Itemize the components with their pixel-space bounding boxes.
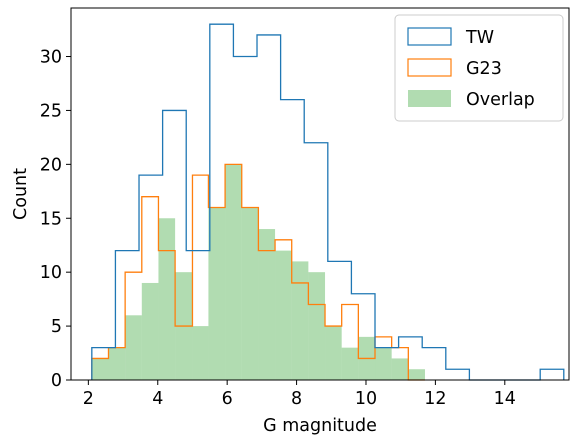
legend-swatch-g23 [407,58,452,77]
overlap-bar [408,369,425,380]
overlap-bar [375,347,392,380]
x-tick-label: 10 [355,389,377,409]
y-tick-label: 10 [40,263,62,283]
overlap-bar [91,358,109,380]
overlap-bar [341,347,359,380]
overlap-bar [158,218,176,380]
y-tick-label: 5 [51,317,62,337]
y-axis: 0 5 10 15 20 25 30 [40,48,71,391]
overlap-bar [275,250,292,380]
x-tick-label: 8 [291,389,302,409]
y-tick-label: 15 [40,209,62,229]
overlap-bar [308,272,326,380]
g23-step-line [91,163,425,381]
legend-swatch-tw [407,27,452,46]
x-axis-label: G magnitude [263,416,377,436]
overlap-bar [325,326,342,380]
tw-step-line [91,23,565,381]
overlap-bar [208,207,226,380]
y-axis-label: Count [11,168,31,220]
x-tick-label: 14 [494,389,516,409]
x-axis: 2 4 6 8 10 12 14 [83,380,516,409]
overlap-bar [108,347,126,380]
x-tick-label: 12 [424,389,446,409]
overlap-bar [258,229,276,380]
overlap-bar [192,326,209,380]
y-tick-label: 0 [51,371,62,391]
overlap-bar [125,315,142,380]
legend: TW G23 Overlap [394,14,564,122]
x-tick-label: 6 [222,389,233,409]
legend-label-tw: TW [465,28,494,48]
y-tick-label: 30 [40,48,62,68]
legend-label-g23: G23 [466,59,502,79]
y-tick-label: 20 [40,155,62,175]
x-tick-label: 4 [152,389,163,409]
overlap-bar [241,207,259,380]
legend-label-overlap: Overlap [466,90,535,110]
overlap-bar [225,164,242,380]
overlap-bar [391,358,409,380]
overlap-bar [291,261,309,380]
plot-area [91,23,565,381]
y-tick-label: 25 [40,101,62,121]
legend-swatch-overlap [408,90,451,107]
overlap-bar [141,282,159,380]
axes-frame [70,7,570,381]
x-tick-label: 2 [83,389,94,409]
legend-frame [394,14,564,122]
